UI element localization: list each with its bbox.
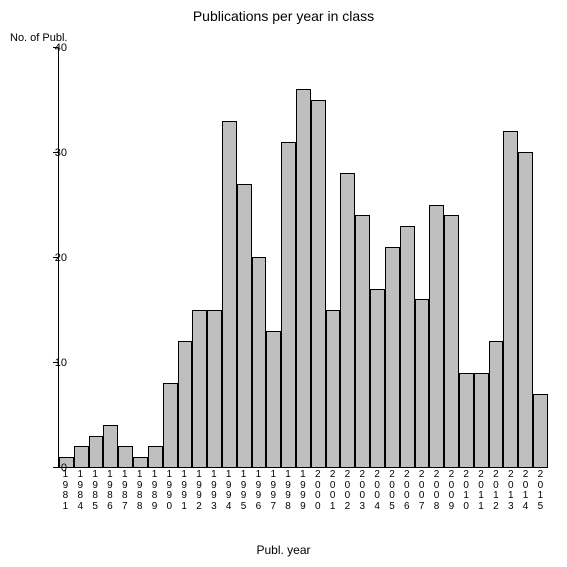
- bar: [474, 373, 489, 468]
- bar: [385, 247, 400, 468]
- x-tick-label: 1981: [58, 470, 73, 512]
- bar: [252, 257, 267, 467]
- bar: [518, 152, 533, 467]
- x-tick-label: 2008: [429, 470, 444, 512]
- bar: [400, 226, 415, 468]
- x-tick-label: 1988: [132, 470, 147, 512]
- x-tick-label: 2012: [488, 470, 503, 512]
- x-tick-label: 1989: [147, 470, 162, 512]
- x-tick-label: 2004: [370, 470, 385, 512]
- bar: [459, 373, 474, 468]
- x-tick-label: 2013: [503, 470, 518, 512]
- x-tick-label: 2011: [474, 470, 489, 512]
- bar: [355, 215, 370, 467]
- bar: [296, 89, 311, 467]
- x-tick-label: 1992: [192, 470, 207, 512]
- x-tick-label: 1994: [221, 470, 236, 512]
- x-tick-labels: 1981198419851986198719881989199019911992…: [58, 470, 548, 512]
- bar: [370, 289, 385, 468]
- bar: [192, 310, 207, 468]
- bar: [281, 142, 296, 468]
- x-tick-label: 2005: [385, 470, 400, 512]
- x-tick-label: 1987: [117, 470, 132, 512]
- x-tick-label: 2014: [518, 470, 533, 512]
- x-tick-label: 2015: [533, 470, 548, 512]
- x-tick-label: 2006: [399, 470, 414, 512]
- x-tick-label: 1985: [88, 470, 103, 512]
- x-tick-label: 1997: [266, 470, 281, 512]
- bar: [489, 341, 504, 467]
- x-axis-label: Publ. year: [0, 543, 567, 557]
- bar: [89, 436, 104, 468]
- bar: [311, 100, 326, 468]
- bar: [148, 446, 163, 467]
- bar: [74, 446, 89, 467]
- bar: [207, 310, 222, 468]
- x-tick-label: 1991: [177, 470, 192, 512]
- bar: [163, 383, 178, 467]
- bar: [103, 425, 118, 467]
- x-tick-label: 1999: [296, 470, 311, 512]
- x-tick-label: 2010: [459, 470, 474, 512]
- x-tick-label: 1986: [103, 470, 118, 512]
- y-tick-label: 20: [37, 252, 67, 264]
- x-tick-label: 1995: [236, 470, 251, 512]
- bar: [444, 215, 459, 467]
- x-tick-label: 1998: [281, 470, 296, 512]
- x-tick-label: 1996: [251, 470, 266, 512]
- bar: [266, 331, 281, 468]
- x-tick-label: 2007: [414, 470, 429, 512]
- bar: [503, 131, 518, 467]
- bar: [415, 299, 430, 467]
- bar: [326, 310, 341, 468]
- bar: [429, 205, 444, 468]
- bars-container: [59, 48, 548, 467]
- bar: [118, 446, 133, 467]
- x-tick-label: 2001: [325, 470, 340, 512]
- x-tick-label: 2009: [444, 470, 459, 512]
- bar: [340, 173, 355, 467]
- bar: [222, 121, 237, 468]
- x-tick-label: 1984: [73, 470, 88, 512]
- bar: [178, 341, 193, 467]
- chart-title: Publications per year in class: [0, 8, 567, 24]
- y-tick-label: 10: [37, 357, 67, 369]
- x-tick-label: 1993: [206, 470, 221, 512]
- x-tick-label: 2000: [310, 470, 325, 512]
- x-tick-label: 1990: [162, 470, 177, 512]
- plot-area: [58, 48, 548, 468]
- y-tick-label: 30: [37, 147, 67, 159]
- x-tick-label: 2003: [355, 470, 370, 512]
- x-tick-label: 2002: [340, 470, 355, 512]
- bar: [133, 457, 148, 468]
- bar: [237, 184, 252, 468]
- y-tick-label: 40: [37, 42, 67, 54]
- bar: [533, 394, 548, 468]
